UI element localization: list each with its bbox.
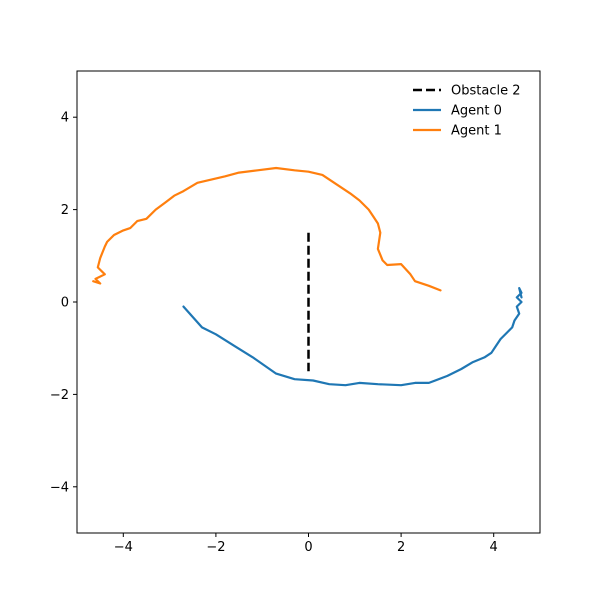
legend-label: Agent 1: [451, 124, 502, 139]
x-tick-label: −2: [206, 540, 225, 555]
plot-lines: [92, 166, 523, 387]
series-line-agent-1: [92, 166, 442, 292]
y-tick-label: −4: [50, 480, 69, 495]
x-tick-label: 4: [490, 540, 498, 555]
axis-ticks: −4 −2 0 2 4 −4 −2 0 2 4: [50, 111, 498, 555]
legend-label: Agent 0: [451, 104, 502, 119]
y-tick-label: 2: [61, 203, 69, 218]
legend: Obstacle 2 Agent 0 Agent 1: [413, 84, 520, 139]
x-tick-label: 0: [304, 540, 312, 555]
y-tick-label: 4: [61, 111, 69, 126]
x-tick-label: −4: [114, 540, 133, 555]
series-line-agent-0: [182, 287, 523, 387]
legend-label: Obstacle 2: [451, 84, 520, 99]
y-tick-label: 0: [61, 296, 69, 311]
x-tick-label: 2: [397, 540, 405, 555]
y-tick-label: −2: [50, 388, 69, 403]
